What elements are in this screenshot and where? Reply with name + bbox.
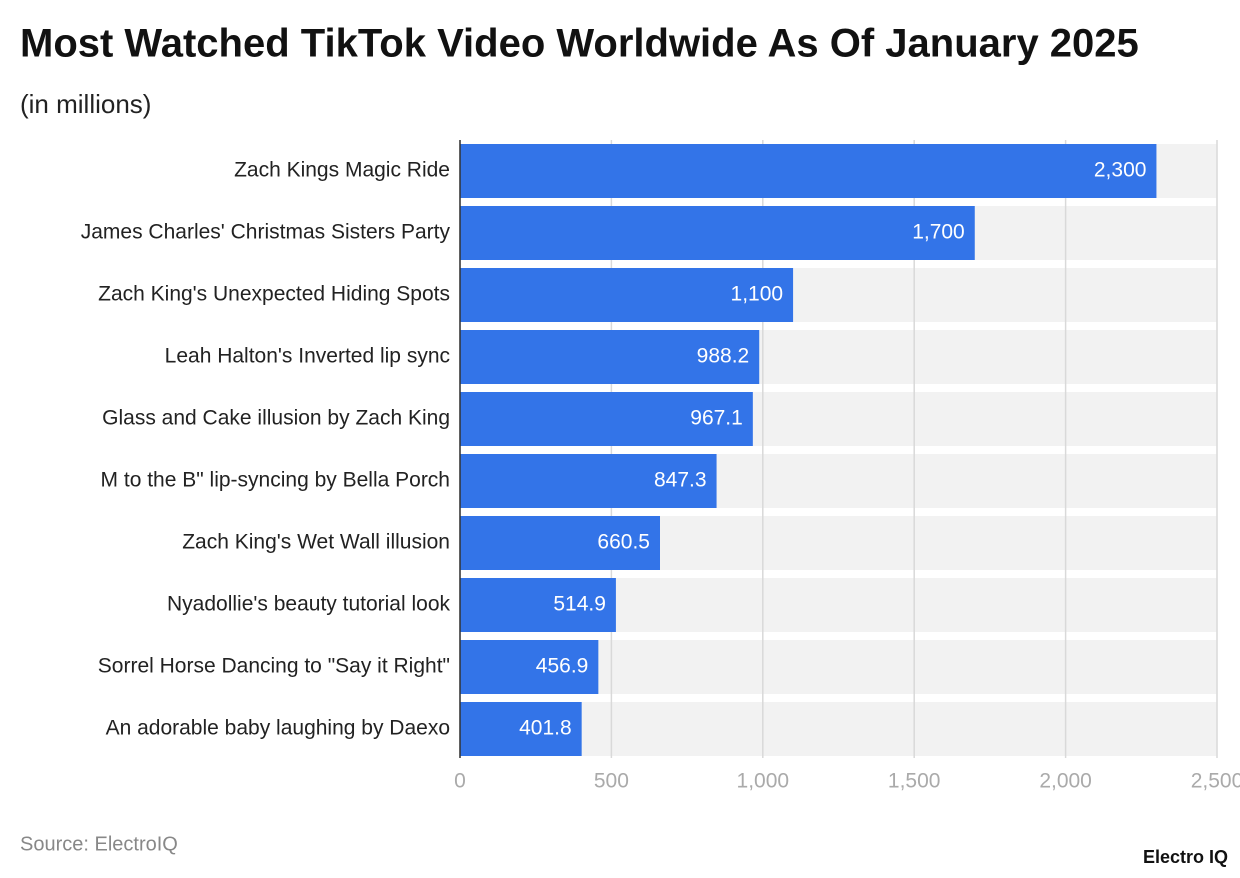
bar bbox=[460, 206, 975, 260]
x-tick-label: 0 bbox=[454, 770, 466, 793]
y-tick-label: Nyadollie's beauty tutorial look bbox=[167, 593, 450, 616]
row-band bbox=[460, 702, 1217, 756]
y-tick-label: An adorable baby laughing by Daexo bbox=[106, 717, 450, 740]
bar bbox=[460, 516, 660, 570]
y-tick-label: M to the B" lip-syncing by Bella Porch bbox=[101, 469, 450, 492]
chart-subtitle: (in millions) bbox=[20, 89, 151, 119]
bar bbox=[460, 454, 717, 508]
y-tick-label: Leah Halton's Inverted lip sync bbox=[165, 345, 450, 368]
x-tick-label: 2,000 bbox=[1039, 770, 1092, 793]
source: Source: ElectroIQ bbox=[20, 833, 178, 855]
value-label: 988.2 bbox=[697, 345, 750, 368]
chart-title: Most Watched TikTok Video Worldwide As O… bbox=[20, 22, 1139, 66]
bar bbox=[460, 702, 582, 756]
value-label: 1,700 bbox=[912, 221, 965, 244]
credit: Electro IQ bbox=[1143, 847, 1228, 867]
y-tick-label: Glass and Cake illusion by Zach King bbox=[102, 407, 450, 430]
x-tick-label: 1,000 bbox=[737, 770, 790, 793]
y-tick-label: Sorrel Horse Dancing to "Say it Right" bbox=[98, 655, 450, 678]
value-label: 2,300 bbox=[1094, 159, 1147, 182]
y-tick-label: Zach Kings Magic Ride bbox=[234, 159, 450, 182]
value-label: 967.1 bbox=[690, 407, 743, 430]
value-label: 514.9 bbox=[553, 593, 606, 616]
bar bbox=[460, 392, 753, 446]
value-label: 660.5 bbox=[597, 531, 650, 554]
x-tick-label: 2,500 bbox=[1191, 770, 1240, 793]
x-tick-label: 500 bbox=[594, 770, 629, 793]
value-label: 1,100 bbox=[731, 283, 784, 306]
value-label: 847.3 bbox=[654, 469, 707, 492]
y-tick-label: James Charles' Christmas Sisters Party bbox=[81, 221, 451, 244]
bar bbox=[460, 640, 599, 694]
value-label: 456.9 bbox=[536, 655, 589, 678]
bar bbox=[460, 144, 1157, 198]
y-tick-label: Zach King's Wet Wall illusion bbox=[182, 531, 450, 554]
value-label: 401.8 bbox=[519, 717, 572, 740]
bar bbox=[460, 268, 794, 322]
x-tick-label: 1,500 bbox=[888, 770, 941, 793]
y-tick-label: Zach King's Unexpected Hiding Spots bbox=[98, 283, 450, 306]
bar bbox=[460, 330, 760, 384]
bar bbox=[460, 578, 616, 632]
